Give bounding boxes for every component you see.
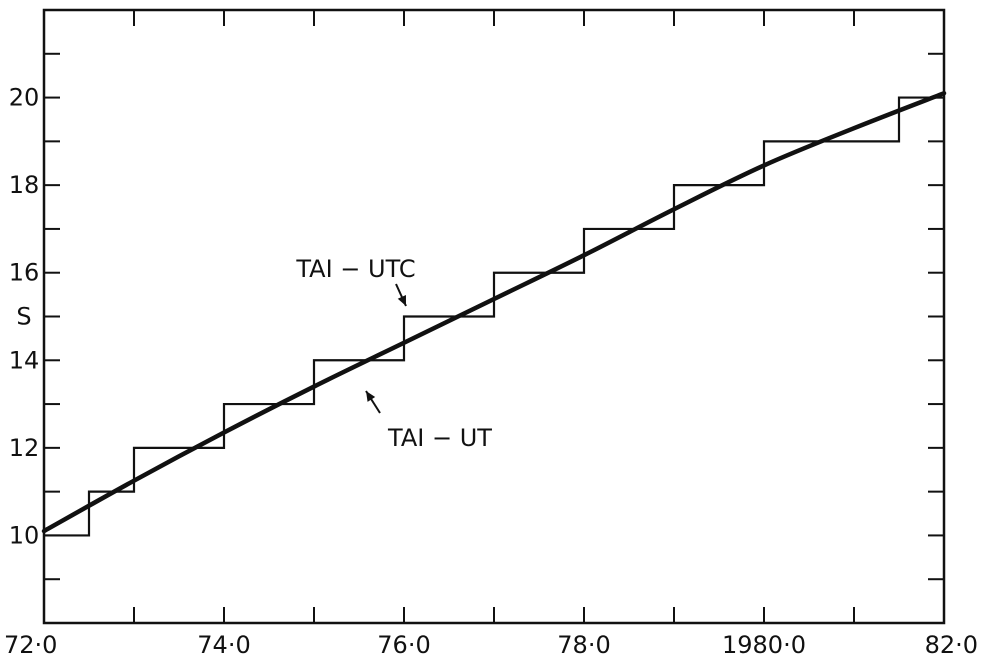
x-tick-label: 72·0 [4, 631, 57, 659]
annotation-label: TAI − UTC [295, 255, 415, 283]
annotation-arrowhead [397, 295, 406, 306]
annotation-label: TAI − UT [387, 424, 492, 452]
x-tick-label: 74·0 [197, 631, 250, 659]
annotations: TAI − UTC TAI − UT [295, 255, 492, 452]
series-line-tai-utc [44, 96, 944, 537]
ticks [43, 9, 945, 624]
y-tick-label: 16 [9, 259, 40, 287]
y-tick-label: 12 [9, 434, 40, 462]
y-tick-label: 10 [9, 521, 40, 549]
x-tick-label: 78·0 [557, 631, 610, 659]
tick-labels: 72·0 74·0 76·0 78·0 1980·0 82·0 10 12 14 S 16 18 20 [4, 84, 978, 659]
x-tick-label: 82·0 [925, 631, 978, 659]
series-line-tai-ut [41, 90, 947, 534]
y-tick-label: 20 [9, 84, 40, 112]
y-tick-label: 18 [9, 171, 40, 199]
y-tick-label: 14 [9, 346, 40, 374]
y-tick-label: S [16, 303, 31, 331]
series-group [41, 90, 947, 537]
x-tick-label: 1980·0 [722, 631, 806, 659]
annotation-arrowhead [366, 391, 376, 402]
x-tick-label: 76·0 [377, 631, 430, 659]
